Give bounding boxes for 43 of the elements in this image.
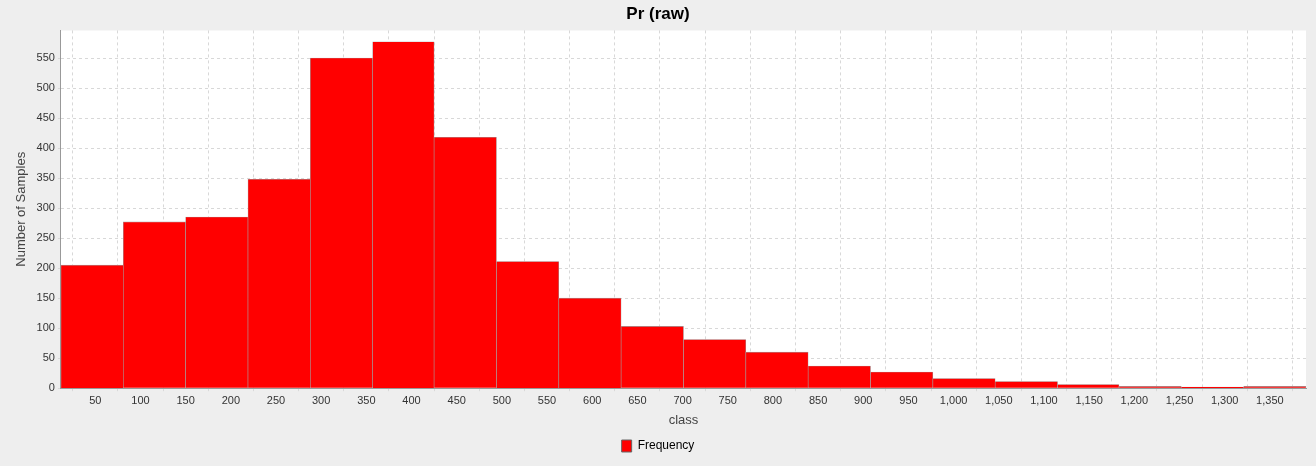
- x-tick-label: 50: [89, 393, 102, 406]
- x-tick-label: 1,100: [1030, 393, 1058, 406]
- x-tick-label: 1,250: [1165, 393, 1194, 406]
- x-tick-label: 650: [628, 393, 647, 406]
- y-tick-label: 500: [36, 81, 55, 94]
- x-tick-label: 500: [492, 393, 512, 406]
- x-tick-label: 1,200: [1120, 393, 1149, 406]
- x-tick-label: 450: [447, 393, 466, 406]
- x-tick-label: 950: [899, 393, 918, 406]
- x-tick-label: 1,300: [1210, 393, 1239, 406]
- chart-title: Pr (raw): [626, 3, 690, 23]
- x-tick-label: 350: [357, 393, 376, 406]
- x-tick-label: 1,000: [939, 393, 968, 406]
- legend-label: Frequency: [637, 438, 695, 453]
- y-tick-label: 450: [36, 111, 55, 124]
- y-tick-label: 250: [36, 231, 55, 244]
- x-tick-label: 550: [537, 393, 557, 406]
- y-axis-title: Number of Samples: [13, 151, 29, 267]
- x-tick-label: 100: [131, 393, 150, 406]
- y-tick-label: 400: [36, 141, 55, 154]
- y-tick-label: 150: [36, 291, 55, 304]
- x-tick-label: 250: [266, 393, 286, 406]
- x-tick-label: 800: [763, 393, 783, 406]
- x-tick-label: 850: [808, 393, 828, 406]
- x-tick-label: 600: [583, 393, 602, 406]
- x-tick-label: 1,350: [1256, 393, 1284, 406]
- x-tick-label: 300: [311, 393, 331, 406]
- y-tick-label: 200: [36, 261, 55, 274]
- x-tick-label: 400: [402, 393, 421, 406]
- x-tick-label: 900: [854, 393, 873, 406]
- y-tick-label: 50: [42, 351, 55, 364]
- y-tick-label: 100: [36, 321, 55, 334]
- y-tick-label: 300: [36, 201, 55, 214]
- x-tick-label: 200: [221, 393, 240, 406]
- x-tick-label: 750: [718, 393, 737, 406]
- x-axis-title: class: [668, 411, 699, 427]
- x-tick-label: 1,050: [985, 393, 1013, 406]
- x-tick-label: 700: [673, 393, 692, 406]
- y-tick-label: 0: [48, 381, 55, 394]
- y-tick-label: 550: [36, 51, 55, 64]
- x-tick-label: 150: [176, 393, 195, 406]
- y-tick-label: 350: [36, 171, 55, 184]
- x-tick-label: 1,150: [1075, 393, 1103, 406]
